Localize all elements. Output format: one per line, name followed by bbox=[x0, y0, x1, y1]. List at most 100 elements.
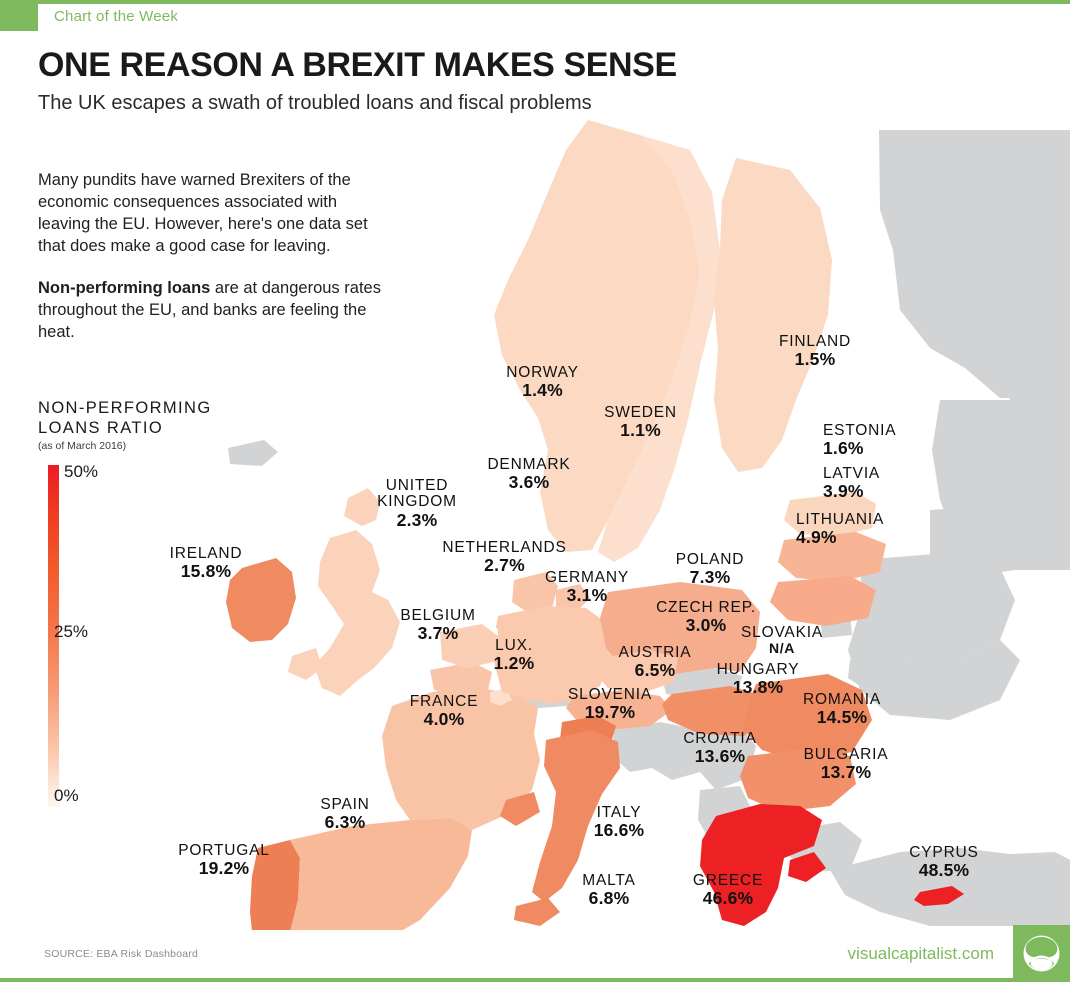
label-spain-value: 6.3% bbox=[324, 812, 366, 833]
country-lithuania bbox=[770, 576, 876, 626]
label-lithuania: LITHUANIA 4.9% bbox=[796, 511, 926, 548]
label-austria: AUSTRIA 6.5% bbox=[603, 644, 707, 681]
country-spain bbox=[290, 818, 472, 930]
page-title: ONE REASON A BREXIT MAKES SENSE bbox=[38, 46, 677, 84]
label-poland: POLAND 7.3% bbox=[660, 551, 760, 587]
country-romania bbox=[744, 674, 872, 762]
label-finland-value: 1.5% bbox=[794, 349, 836, 370]
visualcapitalist-logo[interactable] bbox=[1013, 925, 1070, 982]
intro-lead-bold: Non-performing loans bbox=[38, 278, 211, 297]
legend-tick-mid: 25% bbox=[54, 622, 89, 641]
label-denmark-name: DENMARK bbox=[487, 456, 571, 473]
label-croatia-name: CROATIA bbox=[683, 730, 757, 747]
region-iceland bbox=[228, 440, 278, 466]
label-portugal-value: 19.2% bbox=[198, 858, 250, 879]
label-greece-name: GREECE bbox=[692, 872, 764, 889]
label-latvia-name: LATVIA bbox=[823, 465, 881, 482]
label-netherlands-name: NETHERLANDS bbox=[442, 539, 567, 556]
label-slovakia-name: SLOVAKIA bbox=[741, 624, 823, 641]
intro-text-block: Many pundits have warned Brexiters of th… bbox=[38, 170, 388, 344]
label-lithuania-value: 4.9% bbox=[796, 527, 837, 548]
intro-paragraph-1: Many pundits have warned Brexiters of th… bbox=[38, 171, 368, 255]
country-france bbox=[382, 686, 540, 830]
label-ireland-name: IRELAND bbox=[169, 545, 243, 562]
label-slovakia: SLOVAKIA N/A bbox=[722, 624, 842, 657]
label-ireland: IRELAND 15.8% bbox=[150, 545, 262, 582]
label-estonia-name: ESTONIA bbox=[823, 422, 897, 439]
map-svg bbox=[226, 120, 1070, 930]
country-bulgaria bbox=[740, 748, 856, 812]
label-slovakia-value: N/A bbox=[769, 640, 795, 657]
kicker-label: Chart of the Week bbox=[54, 8, 179, 25]
label-lithuania-name: LITHUANIA bbox=[796, 511, 885, 528]
label-austria-value: 6.5% bbox=[634, 660, 676, 681]
country-ireland bbox=[226, 558, 296, 642]
label-estonia-value: 1.6% bbox=[823, 438, 864, 459]
label-belgium-value: 3.7% bbox=[417, 623, 459, 644]
visualcapitalist-link[interactable]: visualcapitalist.com bbox=[847, 944, 994, 963]
country-finland bbox=[714, 158, 832, 472]
country-united-kingdom bbox=[288, 488, 400, 696]
country-estonia bbox=[784, 492, 876, 536]
country-norway bbox=[494, 120, 700, 552]
label-denmark-value: 3.6% bbox=[508, 472, 550, 493]
label-united-kingdom-name-line1: UNITED bbox=[385, 477, 449, 494]
label-sweden: SWEDEN 1.1% bbox=[583, 404, 698, 441]
label-romania-name: ROMANIA bbox=[803, 691, 881, 708]
legend-heading: NON-PERFORMING LOANS RATIO (as of March … bbox=[38, 398, 248, 452]
label-malta-name: MALTA bbox=[582, 872, 636, 889]
label-romania-value: 14.5% bbox=[816, 707, 868, 728]
label-united-kingdom-value: 2.3% bbox=[396, 509, 438, 530]
label-norway: NORWAY 1.4% bbox=[485, 364, 600, 401]
label-norway-name: NORWAY bbox=[506, 364, 579, 381]
legend-tick-max: 50% bbox=[64, 462, 99, 481]
label-portugal: PORTUGAL 19.2% bbox=[168, 842, 280, 879]
label-united-kingdom-name-line2: KINGDOM bbox=[377, 493, 457, 511]
intro-paragraph-2: Non-performing loans are at dangerous ra… bbox=[38, 278, 388, 344]
label-slovenia-value: 19.7% bbox=[584, 702, 636, 723]
label-hungary-value: 13.8% bbox=[732, 677, 784, 698]
region-russia-northwest bbox=[893, 250, 1070, 400]
label-belgium: BELGIUM 3.7% bbox=[384, 607, 492, 644]
label-france-value: 4.0% bbox=[423, 709, 465, 730]
label-france: FRANCE 4.0% bbox=[394, 693, 494, 730]
label-cyprus-value: 48.5% bbox=[918, 860, 970, 881]
region-russia-central bbox=[930, 505, 1030, 578]
label-romania: ROMANIA 14.5% bbox=[786, 691, 898, 728]
country-netherlands bbox=[440, 624, 498, 668]
country-cyprus bbox=[914, 886, 964, 906]
map-country-shapes bbox=[226, 120, 964, 930]
region-moldova bbox=[848, 656, 886, 690]
label-luxembourg-value: 1.2% bbox=[493, 653, 535, 674]
label-sweden-value: 1.1% bbox=[620, 420, 661, 441]
country-belgium bbox=[430, 662, 492, 694]
label-norway-value: 1.4% bbox=[522, 380, 563, 401]
legend-tick-min: 0% bbox=[54, 786, 79, 805]
label-germany-value: 3.1% bbox=[566, 585, 608, 606]
region-croatia-bosnia bbox=[612, 722, 714, 780]
label-malta-value: 6.8% bbox=[588, 888, 630, 909]
label-denmark: DENMARK 3.6% bbox=[470, 456, 588, 493]
country-portugal bbox=[250, 840, 300, 930]
label-germany: GERMANY 3.1% bbox=[531, 569, 643, 606]
label-ireland-value: 15.8% bbox=[180, 561, 232, 582]
legend-gradient-bar bbox=[48, 465, 59, 807]
label-finland-name: FINLAND bbox=[779, 333, 851, 350]
country-italy bbox=[500, 730, 620, 926]
region-russia bbox=[879, 130, 1070, 400]
legend-subtitle: (as of March 2016) bbox=[38, 440, 127, 453]
label-hungary: HUNGARY 13.8% bbox=[700, 661, 816, 698]
label-latvia-value: 3.9% bbox=[823, 481, 864, 502]
label-cyprus: CYPRUS 48.5% bbox=[890, 844, 998, 881]
country-latvia bbox=[778, 532, 886, 582]
label-italy-value: 16.6% bbox=[593, 820, 645, 841]
globe-binoculars-icon bbox=[1023, 935, 1060, 972]
page-subtitle: The UK escapes a swath of troubled loans… bbox=[38, 92, 592, 114]
label-austria-name: AUSTRIA bbox=[618, 644, 692, 661]
label-croatia-value: 13.6% bbox=[694, 746, 746, 767]
label-spain: SPAIN 6.3% bbox=[299, 796, 391, 833]
bottom-accent-line bbox=[0, 978, 1070, 982]
label-belgium-name: BELGIUM bbox=[400, 607, 476, 624]
label-czech-rep-value: 3.0% bbox=[685, 615, 727, 636]
